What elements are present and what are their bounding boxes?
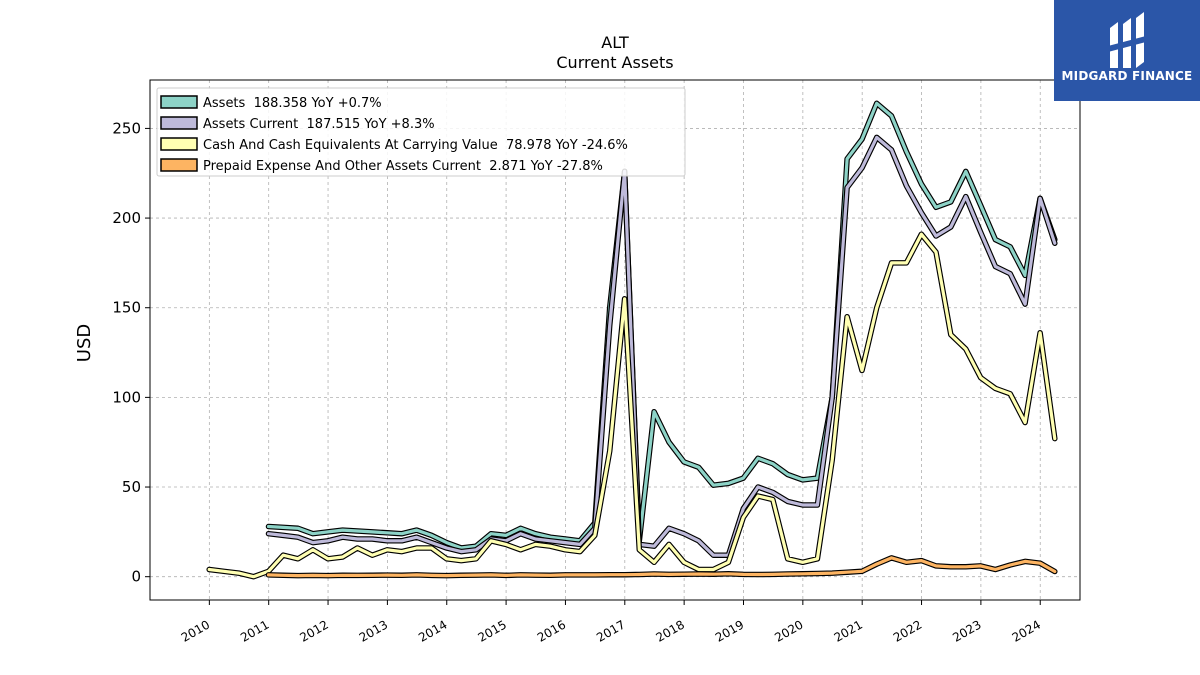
x-tick-label: 2019	[713, 617, 746, 644]
legend-swatch	[160, 116, 198, 130]
x-tick-label: 2010	[179, 617, 212, 644]
chart-title: ALT	[601, 33, 629, 52]
x-tick-label: 2024	[1010, 617, 1043, 644]
y-tick-label: 50	[122, 478, 141, 496]
brand-mark-icon	[1108, 12, 1146, 68]
x-tick-label: 2020	[772, 617, 805, 644]
y-tick-label: 250	[112, 119, 141, 137]
y-tick-label: 0	[131, 568, 141, 586]
series-line-4	[266, 556, 1057, 578]
brand-name: MIDGARD FINANCE	[1061, 69, 1193, 83]
chart-subtitle: Current Assets	[556, 53, 674, 72]
x-tick-label: 2011	[238, 617, 271, 644]
x-tick-label: 2017	[594, 617, 627, 644]
series-line-1	[266, 101, 1057, 550]
y-axis: 0 50 100 150 200 250	[112, 119, 150, 586]
series-lines	[206, 100, 1058, 580]
x-tick-label: 2022	[891, 617, 924, 644]
legend-swatch	[160, 137, 198, 151]
y-tick-label: 200	[112, 209, 141, 227]
x-tick-label: 2021	[832, 617, 865, 644]
brand-logo: MIDGARD FINANCE	[1054, 0, 1200, 101]
x-tick-label: 2012	[297, 617, 330, 644]
y-tick-label: 100	[112, 388, 141, 406]
legend-box	[156, 87, 686, 177]
legend-swatch	[160, 95, 198, 109]
legend-label: Prepaid Expense And Other Assets Current…	[203, 159, 603, 174]
legend-label: Assets Current 187.515 YoY +8.3%	[203, 117, 435, 132]
legend-swatch	[160, 158, 198, 172]
legend-label: Assets 188.358 YoY +0.7%	[203, 96, 382, 111]
x-tick-label: 2018	[654, 617, 687, 644]
y-axis-label: USD	[74, 324, 95, 362]
x-tick-label: 2015	[475, 617, 508, 644]
series-line-3	[207, 232, 1057, 579]
series-outline-2	[265, 134, 1058, 558]
plot-frame	[149, 79, 1081, 601]
y-tick-label: 150	[112, 299, 141, 317]
x-tick-label: 2023	[950, 617, 983, 644]
x-axis: 2010 2011 2012 2013 2014 2015 2016 2017 2018 2019…	[179, 600, 1043, 645]
x-tick-label: 2014	[416, 617, 449, 644]
x-tick-label: 2013	[357, 617, 390, 644]
legend: Assets 188.358 YoY +0.7% Assets Current 1…	[156, 87, 686, 177]
legend-label: Cash And Cash Equivalents At Carrying Va…	[203, 138, 628, 153]
x-tick-label: 2016	[535, 617, 568, 644]
series-line-2	[266, 135, 1057, 557]
